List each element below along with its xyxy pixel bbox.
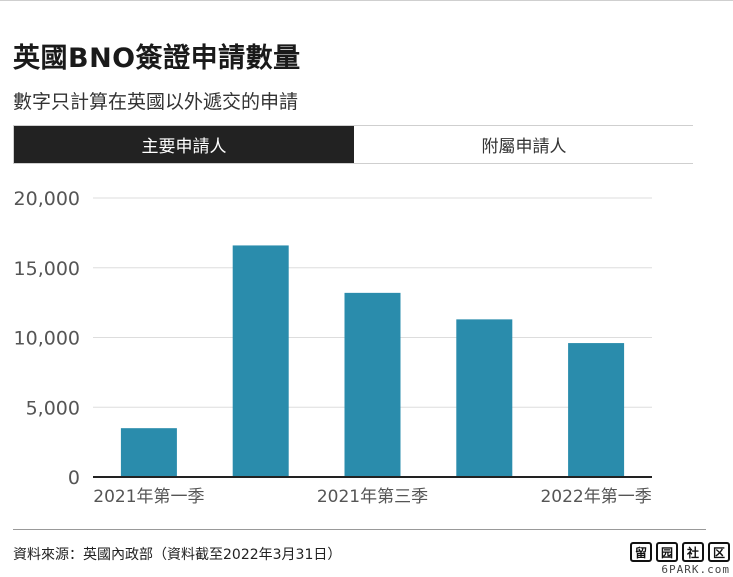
source-note: 資料來源：英國內政部（資料截至2022年3月31日） [13, 547, 342, 563]
bar [232, 245, 289, 477]
x-tick-label: 2021年第一季 [93, 487, 204, 507]
chart-subtitle: 數字只計算在英國以外遞交的申請 [13, 91, 299, 113]
top-divider [0, 0, 733, 1]
y-tick-label: 5,000 [26, 397, 80, 419]
y-tick-label: 15,000 [14, 258, 80, 280]
bar [120, 428, 177, 477]
chart-title: 英國BNO簽證申請數量 [13, 43, 301, 74]
watermark-logo: 留 园 社 区 [615, 542, 730, 562]
watermark-glyph: 留 [630, 542, 652, 562]
bar [344, 292, 401, 477]
tab-main-applicants[interactable]: 主要申請人 [14, 126, 354, 163]
site-watermark: 留 园 社 区 6PARK.com [615, 542, 730, 576]
applicant-type-tabs: 主要申請人 附屬申請人 [13, 125, 694, 164]
footer-divider [13, 529, 706, 530]
tab-dependent-applicants[interactable]: 附屬申請人 [354, 126, 694, 163]
watermark-glyph: 区 [708, 542, 730, 562]
x-tick-label: 2021年第三季 [317, 487, 428, 507]
bar [456, 319, 513, 477]
bar-chart: 0 5,000 10,000 15,000 20,000 2021年第一季 2021年第三季… [14, 188, 652, 507]
y-tick-label: 20,000 [14, 188, 80, 210]
watermark-glyph: 园 [656, 542, 678, 562]
watermark-text: 6PARK.com [661, 563, 730, 576]
x-tick-label: 2022年第一季 [540, 487, 651, 507]
y-tick-label: 0 [68, 467, 80, 489]
y-tick-label: 10,000 [14, 328, 80, 350]
watermark-glyph: 社 [682, 542, 704, 562]
bar [568, 343, 625, 477]
